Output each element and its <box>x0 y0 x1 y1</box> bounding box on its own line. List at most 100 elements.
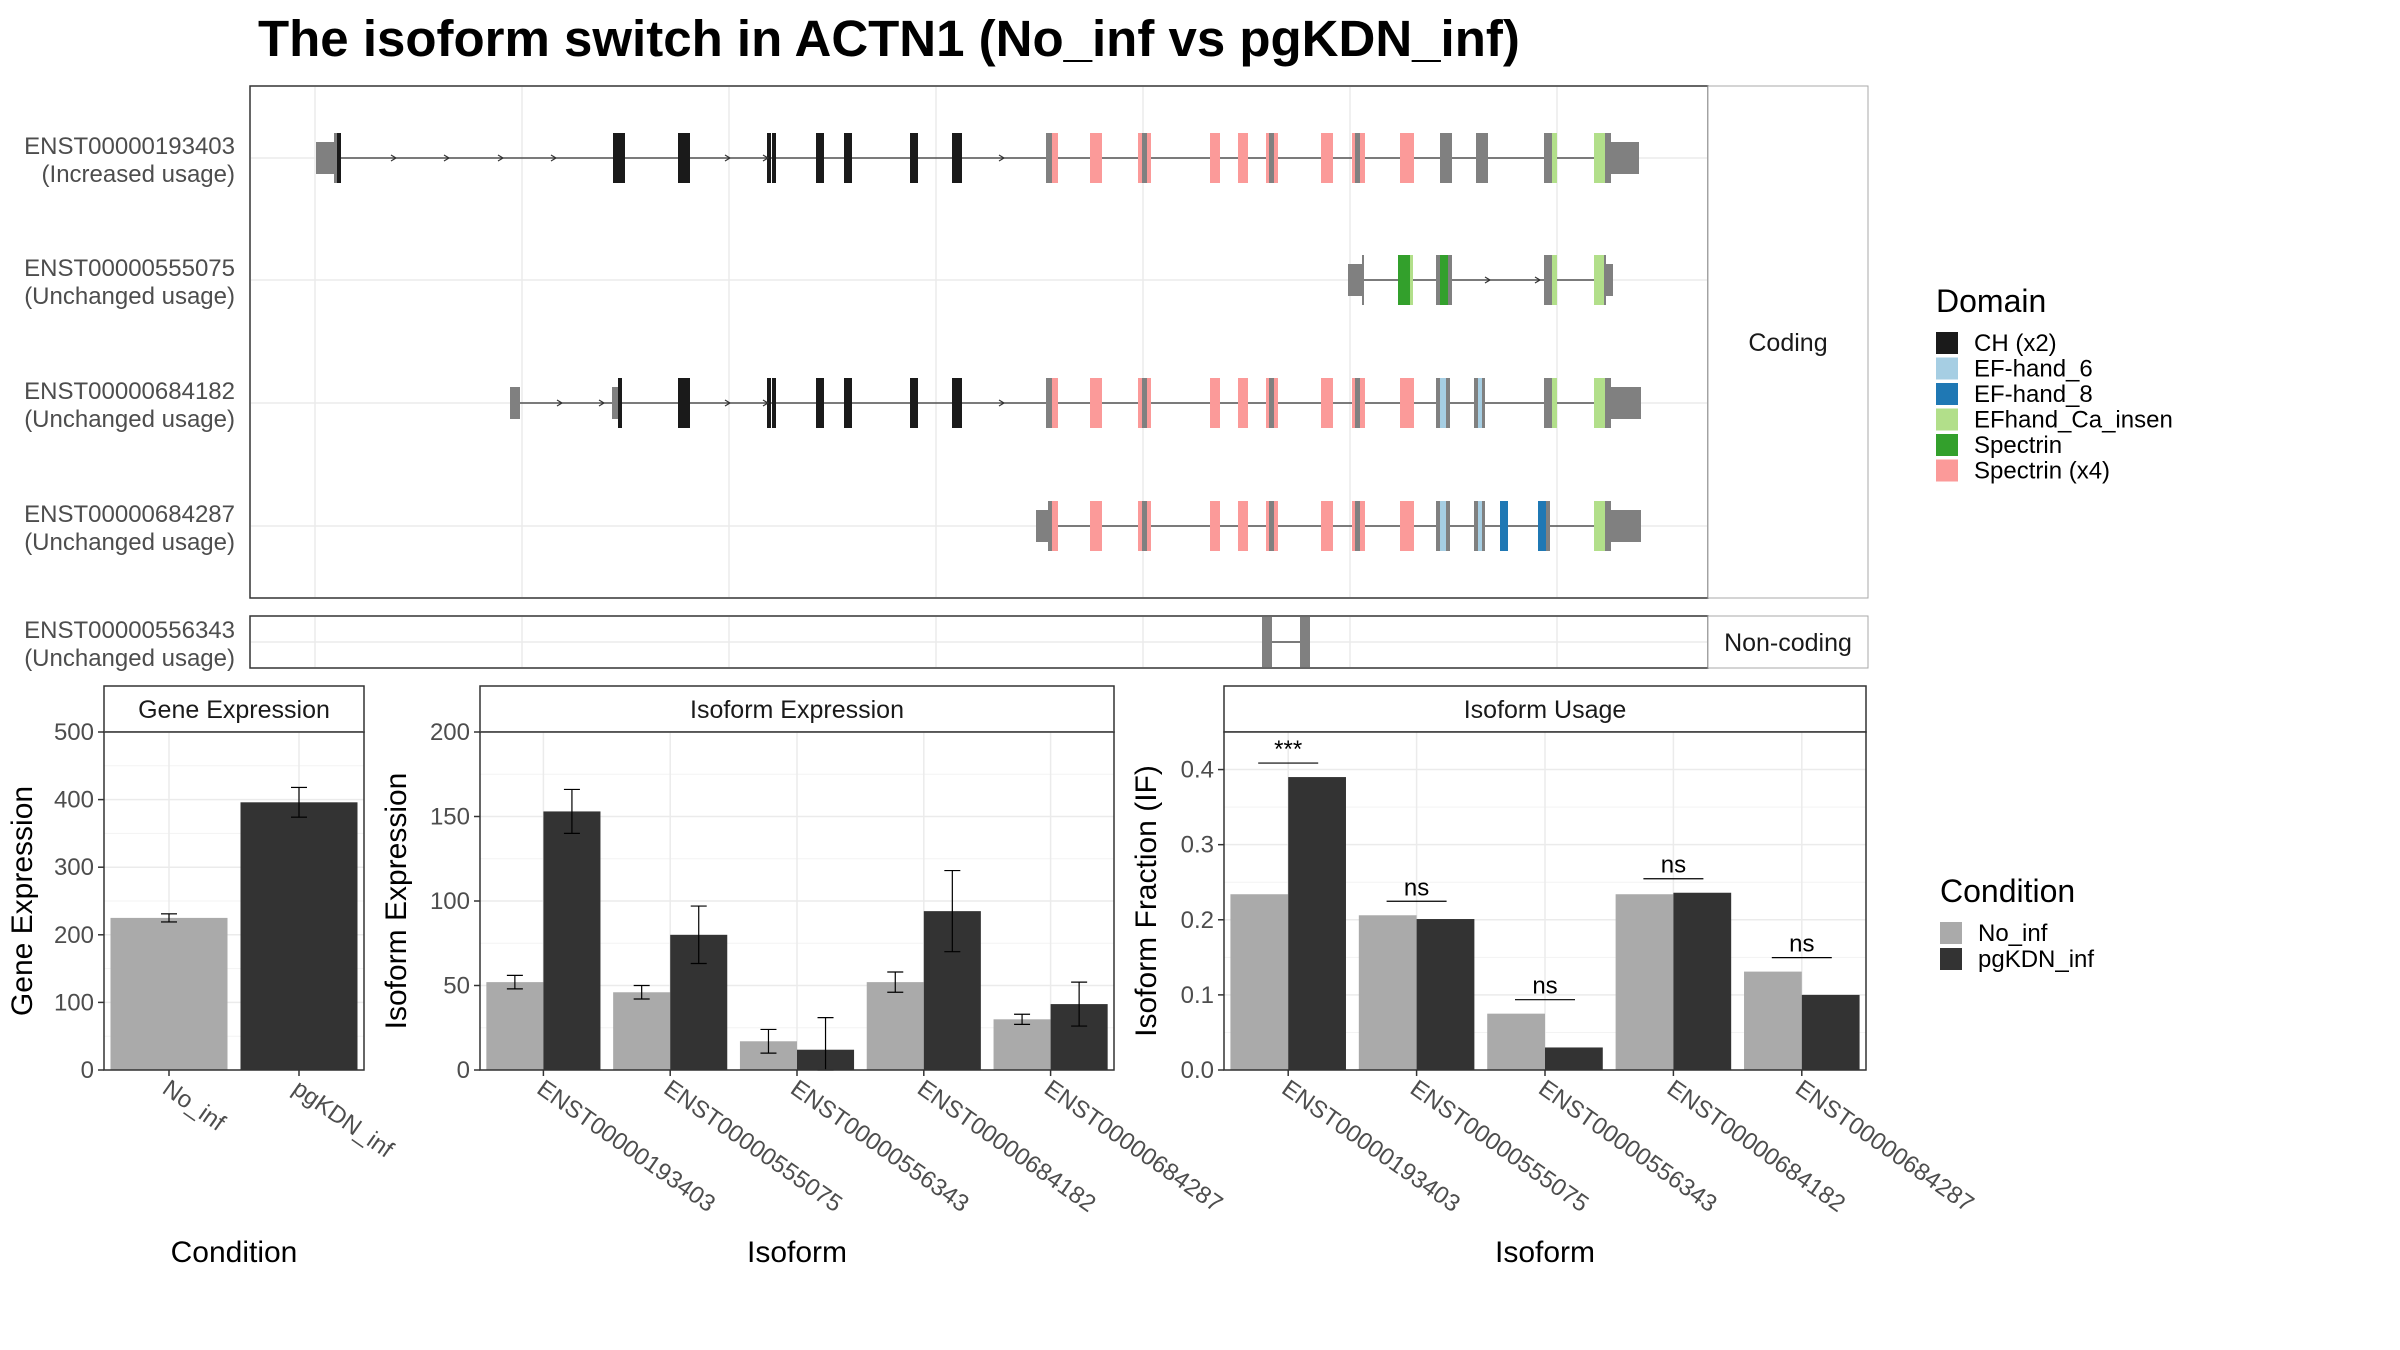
bar <box>1744 971 1802 1070</box>
exon-block <box>334 133 337 183</box>
exon-block <box>1090 133 1102 183</box>
exon-block <box>1238 501 1248 551</box>
panel-frame <box>479 731 1115 1071</box>
exon-block <box>1210 133 1220 183</box>
gene-expression-panel: Gene Expression 0 100 200 300 400 500 No_inf pgK… <box>6 685 399 1269</box>
exon-block <box>1052 133 1058 183</box>
exon-block <box>1052 501 1058 551</box>
exon-block <box>1321 133 1333 183</box>
exon-block <box>772 133 776 183</box>
panel-frame <box>103 731 365 1071</box>
legends: Domain CH (x2)EF-hand_6EF-hand_8EFhand_Ca… <box>1936 283 2173 973</box>
exon-block <box>613 133 625 183</box>
exon-block <box>816 378 824 428</box>
direction-arrow <box>724 154 732 162</box>
exon-block <box>1274 378 1278 428</box>
x-tick-label: No_inf <box>158 1075 231 1137</box>
exon-block <box>1269 501 1274 551</box>
direction-arrow <box>998 154 1006 162</box>
panel-title: Isoform Usage <box>1464 696 1627 724</box>
exon-block <box>1352 133 1355 183</box>
isoform-label-id: ENST00000555075 <box>24 255 235 282</box>
legend-key <box>1936 459 1958 482</box>
legend-key <box>1936 434 1958 456</box>
exon-block <box>1605 501 1611 551</box>
direction-arrow <box>762 399 770 407</box>
x-tick-label: pgKDN_inf <box>288 1075 399 1164</box>
exon-block <box>1142 378 1147 428</box>
exon-block <box>1544 133 1552 183</box>
exon-block <box>1410 255 1413 305</box>
y-tick-label: 0.3 <box>1181 832 1214 859</box>
exon-block <box>1482 501 1485 551</box>
exon-block <box>1274 133 1278 183</box>
exon-block <box>1606 264 1613 296</box>
isoform-label-usage: (Increased usage) <box>42 161 235 188</box>
exon-block <box>1599 501 1605 551</box>
y-tick-label: 0.0 <box>1181 1057 1214 1084</box>
bar <box>1487 1013 1545 1070</box>
exon-block <box>337 133 341 183</box>
bar <box>1288 777 1346 1070</box>
exon-block <box>1546 501 1550 551</box>
significance-label: ns <box>1404 874 1429 901</box>
exon-block <box>510 387 520 419</box>
exon-block <box>844 378 852 428</box>
exon-block <box>1147 133 1151 183</box>
legend-key <box>1936 408 1958 431</box>
legend-key <box>1936 383 1958 405</box>
exon-block <box>316 142 334 174</box>
y-tick-label: 0.4 <box>1181 757 1214 784</box>
legend-label: CH (x2) <box>1974 330 2057 357</box>
condition-legend-title: Condition <box>1940 873 2075 909</box>
exon-block <box>772 378 776 428</box>
isoform-label-id: ENST00000193403 <box>24 133 235 160</box>
exon-block <box>1138 133 1142 183</box>
exon-block <box>1440 255 1448 305</box>
legend-key <box>1940 948 1962 970</box>
isoform-usage-panel: Isoform Usage0.00.10.20.30.4***ENST00000… <box>1130 685 1979 1269</box>
bar <box>1545 1047 1603 1070</box>
bar <box>613 992 671 1070</box>
legend-key <box>1936 357 1958 380</box>
isoform-label-usage: (Unchanged usage) <box>24 283 235 310</box>
direction-arrow <box>556 399 564 407</box>
direction-arrow <box>550 154 558 162</box>
exon-block <box>1594 378 1599 428</box>
bar <box>240 802 358 1070</box>
bar <box>1416 919 1475 1070</box>
isoform-label-id: ENST00000684182 <box>24 378 235 405</box>
exon-block <box>1036 510 1048 542</box>
exon-block <box>1604 255 1606 305</box>
isoform-label-usage: (Unchanged usage) <box>24 645 235 672</box>
exon-block <box>1482 378 1485 428</box>
exon-block <box>1355 378 1360 428</box>
bar <box>1673 892 1732 1070</box>
exon-block <box>1476 133 1488 183</box>
exon-block <box>1448 255 1452 305</box>
y-tick-label: 300 <box>54 854 94 881</box>
direction-arrow <box>998 399 1006 407</box>
bar <box>1358 915 1417 1070</box>
exon-block <box>1474 501 1478 551</box>
bar <box>543 811 601 1070</box>
panel-strip <box>1223 685 1867 733</box>
direction-arrow <box>724 399 732 407</box>
y-tick-label: 0.2 <box>1181 907 1214 934</box>
exon-block <box>1321 501 1333 551</box>
exon-block <box>1552 133 1557 183</box>
exon-block <box>1266 501 1269 551</box>
isoform-expression-panel: Isoform Expression050100150200ENST000001… <box>380 685 1227 1269</box>
exon-block <box>1090 378 1102 428</box>
legend-key <box>1936 332 1958 354</box>
y-tick-label: 500 <box>54 719 94 746</box>
exon-block <box>1599 133 1605 183</box>
isoform-label-usage: (Unchanged usage) <box>24 529 235 556</box>
panel-title: Gene Expression <box>138 696 330 724</box>
exon-block <box>1352 501 1355 551</box>
exon-block <box>1436 501 1440 551</box>
exon-block <box>1238 133 1248 183</box>
exon-block <box>1052 378 1058 428</box>
direction-arrow <box>443 154 451 162</box>
